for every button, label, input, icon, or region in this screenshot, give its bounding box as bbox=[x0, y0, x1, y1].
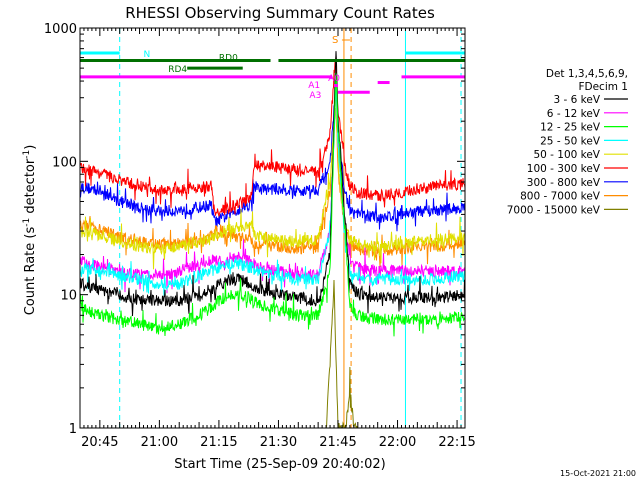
y-tick-label-1000: 1000 bbox=[44, 22, 77, 37]
y-axis-label-sup-1: -1 bbox=[22, 218, 32, 227]
legend-label-12-25-kev: 12 - 25 keV bbox=[540, 122, 601, 134]
legend-label-300-800-kev: 300 - 800 keV bbox=[527, 177, 601, 189]
footer-date: 15-Oct-2021 21:00 bbox=[560, 469, 636, 478]
legend: Det 1,3,4,5,6,9,FDecim 13 - 6 keV 6 - 12 … bbox=[507, 68, 628, 216]
series-line-12-25-kev bbox=[80, 73, 465, 337]
legend-header-line-1: Det 1,3,4,5,6,9, bbox=[546, 68, 628, 80]
series-line-100-300-kev bbox=[80, 55, 465, 217]
x-axis: 20:45 21:00 21:15 21:30 21:45 22:00 22:15 bbox=[79, 28, 476, 450]
legend-label-6-12-kev: 6 - 12 keV bbox=[547, 108, 601, 120]
series-line-25-50-kev bbox=[80, 84, 465, 296]
state-label-rd4: RD4 bbox=[168, 65, 187, 75]
series-line-6-12-kev bbox=[80, 76, 465, 294]
y-axis-label-part-2: detector bbox=[23, 158, 38, 218]
legend-label-3-6-kev: 3 - 6 keV bbox=[553, 94, 600, 106]
y-axis: 1 10 100 1000 bbox=[44, 22, 465, 437]
legend-label-25-50-kev: 25 - 50 keV bbox=[540, 135, 601, 147]
x-tick-label-22-15: 22:15 bbox=[438, 435, 475, 450]
x-tick-label-21-45: 21:45 bbox=[319, 435, 356, 450]
x-axis-label: Start Time (25-Sep-09 20:40:02) bbox=[174, 457, 385, 472]
y-tick-label-1: 1 bbox=[69, 422, 77, 437]
state-label-n: N bbox=[144, 50, 151, 60]
series-line-300-800-kev bbox=[80, 78, 465, 232]
y-axis-label: Count Rate (s-1 detector-1) bbox=[22, 145, 38, 316]
legend-label-50-100-kev: 50 - 100 keV bbox=[533, 149, 600, 161]
legend-header-line-2: FDecim 1 bbox=[578, 81, 628, 93]
state-label-a0: A0 bbox=[328, 74, 340, 84]
state-label-s: S bbox=[332, 35, 338, 46]
y-axis-label-sup-2: -1 bbox=[22, 150, 32, 159]
series-line-50-100-kev bbox=[80, 99, 465, 270]
x-tick-label-22-00: 22:00 bbox=[379, 435, 416, 450]
state-label-a3: A3 bbox=[309, 91, 321, 101]
legend-label-7000-15000-kev: 7000 - 15000 keV bbox=[507, 204, 601, 216]
state-label-rd0: RD0 bbox=[219, 54, 238, 64]
x-tick-label-21-30: 21:30 bbox=[260, 435, 297, 450]
series-line-3-6-kev bbox=[80, 51, 465, 317]
y-axis-label-part-3: ) bbox=[23, 145, 38, 150]
y-tick-label-10: 10 bbox=[60, 289, 77, 304]
legend-label-800-7000-kev: 800 - 7000 keV bbox=[520, 191, 601, 203]
x-tick-label-21-00: 21:00 bbox=[141, 435, 178, 450]
y-axis-label-part-1: Count Rate (s bbox=[23, 227, 38, 316]
y-tick-label-100: 100 bbox=[52, 155, 77, 170]
x-tick-label-21-15: 21:15 bbox=[200, 435, 237, 450]
series-line-7000-15000-kev bbox=[325, 279, 358, 428]
chart-title: RHESSI Observing Summary Count Rates bbox=[125, 4, 435, 22]
plot-content bbox=[80, 28, 465, 428]
plot-frame bbox=[79, 27, 466, 429]
x-tick-label-20-45: 20:45 bbox=[81, 435, 118, 450]
state-label-a1: A1 bbox=[308, 81, 320, 91]
legend-label-100-300-kev: 100 - 300 keV bbox=[527, 163, 601, 175]
